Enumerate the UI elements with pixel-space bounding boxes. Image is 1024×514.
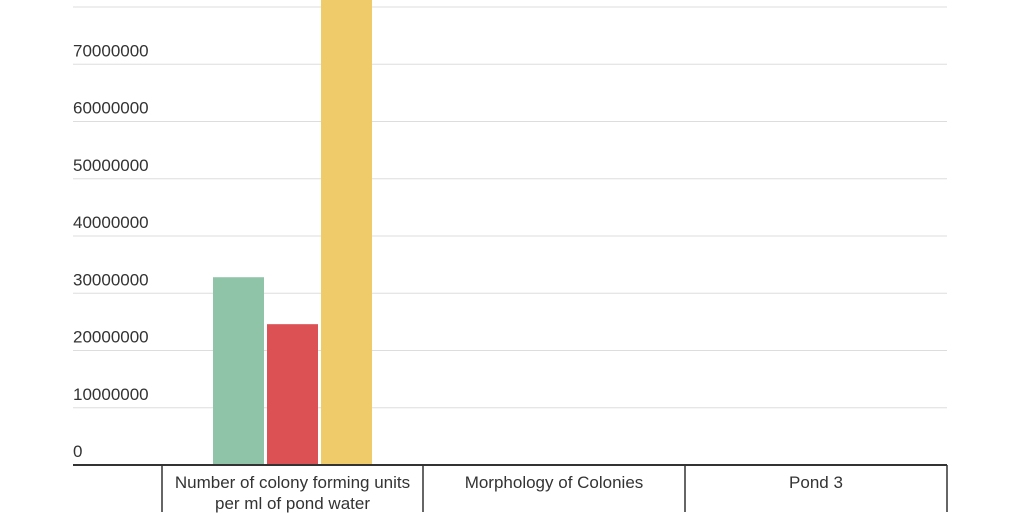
x-tick-label: Pond 3 [789,473,843,492]
bar [267,324,318,465]
y-tick-label: 80000000 [73,0,149,3]
bar [321,0,372,465]
x-tick-label: Number of colony forming units per ml of… [174,473,411,513]
y-tick-label: 0 [73,442,82,461]
bar [213,277,264,465]
y-tick-label: 60000000 [73,99,149,118]
y-tick-label: 70000000 [73,41,149,60]
x-tick-label: Morphology of Colonies [464,473,644,492]
y-tick-label: 30000000 [73,270,149,289]
y-tick-label: 40000000 [73,213,149,232]
y-tick-label: 20000000 [73,328,149,347]
y-tick-label: 50000000 [73,156,149,175]
y-tick-label: 10000000 [73,385,149,404]
